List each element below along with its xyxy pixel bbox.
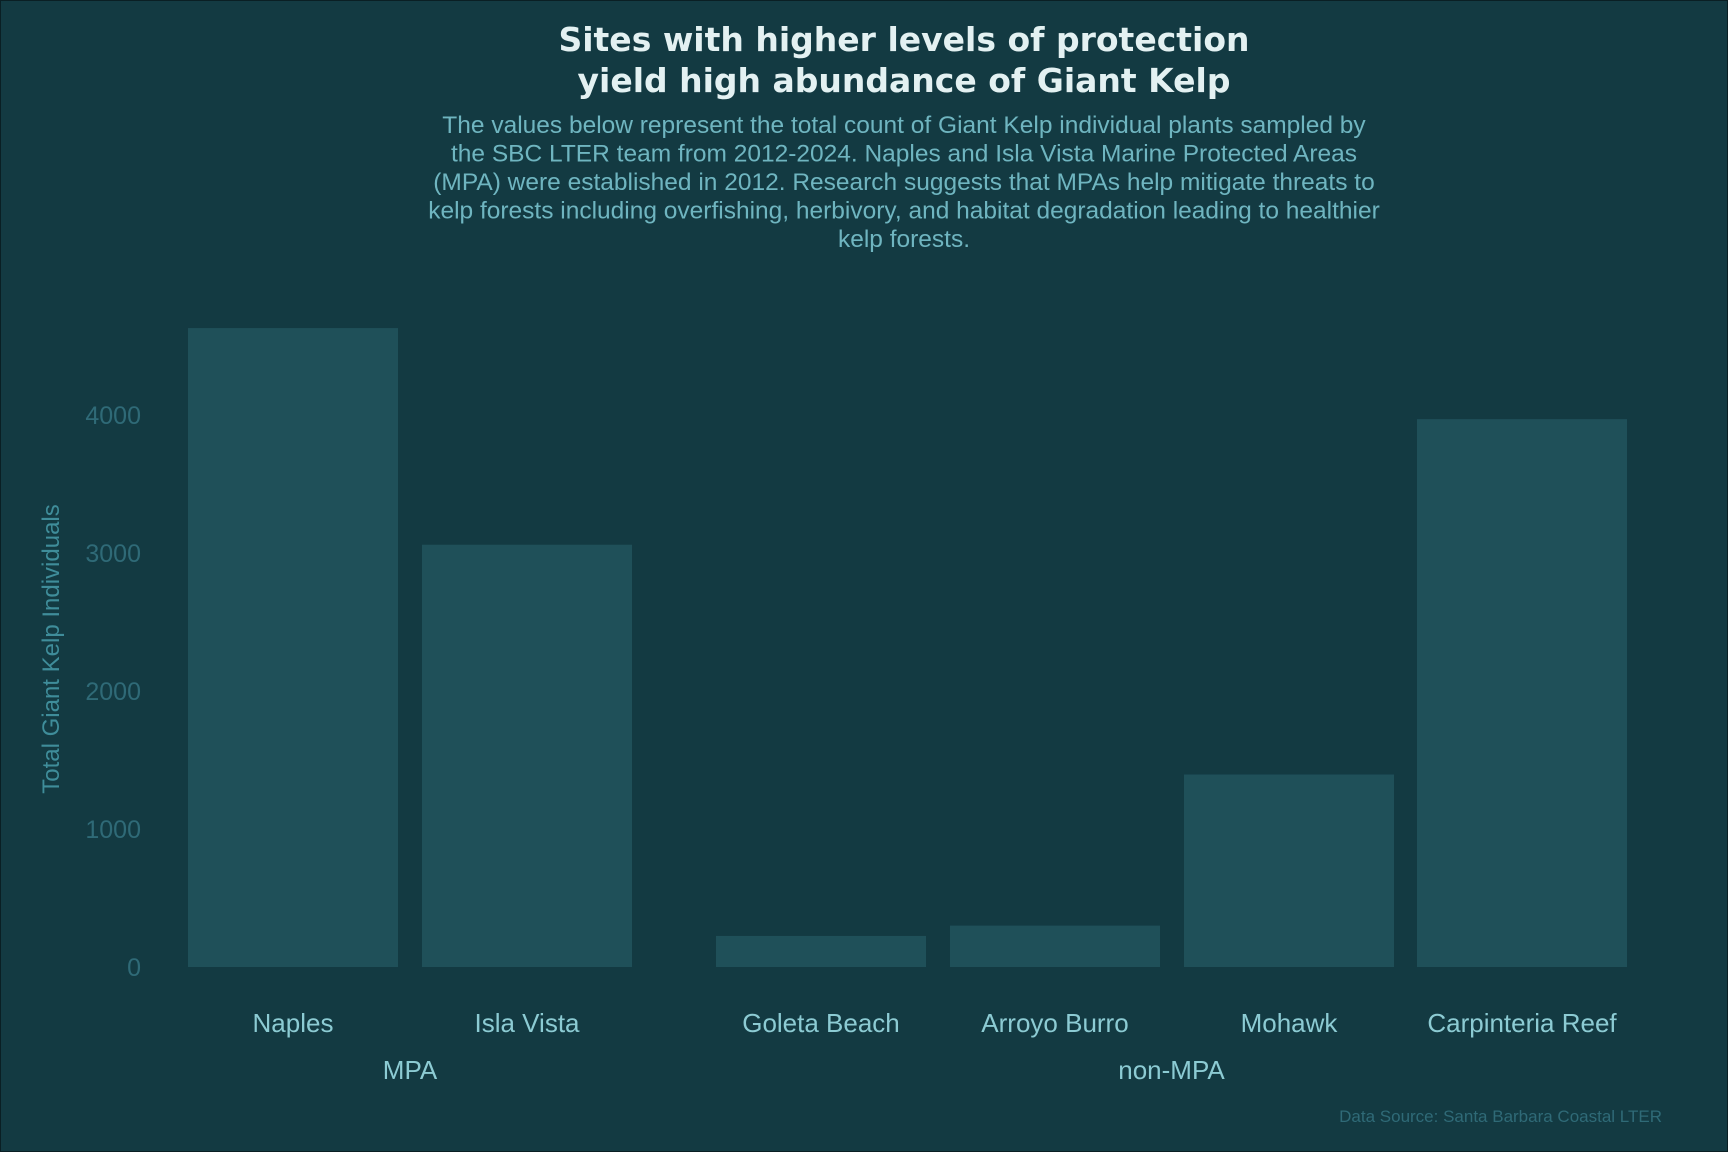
x-tick-label: Goleta Beach xyxy=(742,1008,900,1038)
bar-naples xyxy=(188,328,398,967)
y-tick-label: 0 xyxy=(127,954,141,982)
bar-goleta-beach xyxy=(716,935,926,967)
chart-subtitle-line: The values below represent the total cou… xyxy=(442,112,1366,139)
data-source-caption: Data Source: Santa Barbara Coastal LTER xyxy=(1339,1107,1662,1126)
chart-subtitle: The values below represent the total cou… xyxy=(428,112,1380,253)
y-tick-label: 4000 xyxy=(85,402,141,430)
y-tick-label: 2000 xyxy=(85,678,141,706)
chart-title: Sites with higher levels of protectionyi… xyxy=(558,20,1249,100)
bars xyxy=(188,328,1627,967)
chart-subtitle-line: kelp forests including overfishing, herb… xyxy=(428,198,1380,225)
y-axis-ticks: 0 1000 2000 3000 4000 xyxy=(85,402,141,982)
chart-subtitle-line: (MPA) were established in 2012. Research… xyxy=(433,169,1374,196)
x-tick-label: Isla Vista xyxy=(474,1008,580,1038)
x-tick-label: Carpinteria Reef xyxy=(1427,1008,1617,1038)
bar-mohawk xyxy=(1184,774,1394,967)
bar-carpinteria-reef xyxy=(1417,419,1627,967)
chart-subtitle-line: kelp forests. xyxy=(838,226,970,253)
x-tick-label: Naples xyxy=(253,1008,334,1038)
chart-subtitle-line: the SBC LTER team from 2012-2024. Naples… xyxy=(451,141,1357,168)
group-label: MPA xyxy=(383,1055,438,1085)
x-tick-label: Mohawk xyxy=(1241,1008,1339,1038)
x-tick-label: Arroyo Burro xyxy=(981,1008,1128,1038)
bar-arroyo-burro xyxy=(950,925,1160,967)
group-label: non-MPA xyxy=(1118,1055,1225,1085)
y-axis-label: Total Giant Kelp Individuals xyxy=(38,504,65,794)
x-axis-categories: Naples Isla Vista Goleta Beach Arroyo Burro… xyxy=(253,1008,1618,1038)
bar-isla-vista xyxy=(422,544,632,967)
y-tick-label: 3000 xyxy=(85,540,141,568)
y-tick-label: 1000 xyxy=(85,816,141,844)
group-labels: MPA non-MPA xyxy=(383,1055,1226,1085)
chart-title-line: yield high abundance of Giant Kelp xyxy=(578,61,1231,100)
chart-title-line: Sites with higher levels of protection xyxy=(558,20,1249,59)
